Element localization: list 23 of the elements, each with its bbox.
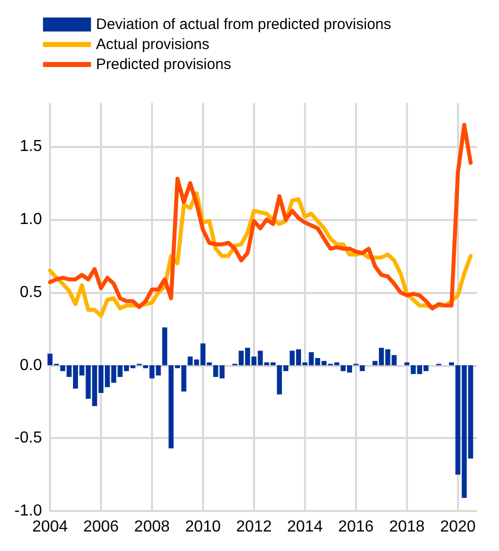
x-tick-label: 2010: [185, 518, 221, 536]
x-tick-label: 2020: [440, 518, 476, 536]
y-tick-label: 1.5: [20, 138, 42, 156]
y-tick-label: 0.5: [20, 284, 42, 301]
x-tick-label: 2006: [83, 518, 119, 536]
y-tick-label: 0.0: [20, 356, 42, 374]
bar: [162, 327, 168, 366]
legend-label: Predicted provisions: [96, 56, 232, 73]
x-tick-label: 2008: [134, 518, 170, 536]
x-tick-label: 2016: [338, 518, 374, 536]
bar: [360, 365, 365, 372]
x-tick-label: 2018: [389, 518, 425, 536]
bar: [404, 362, 410, 366]
legend-label: Deviation of actual from predicted provisions: [96, 16, 392, 33]
x-tick-label: 2014: [287, 518, 323, 536]
y-tick-label: -1.0: [14, 502, 42, 520]
bar: [449, 362, 454, 366]
x-tick-label: 2004: [32, 518, 68, 536]
y-tick-label: 1.0: [20, 211, 42, 228]
line-series: [48, 122, 473, 310]
y-tick-label: -0.5: [14, 430, 42, 447]
x-tick-label: 2012: [236, 518, 272, 536]
legend-label: Actual provisions: [96, 36, 210, 53]
